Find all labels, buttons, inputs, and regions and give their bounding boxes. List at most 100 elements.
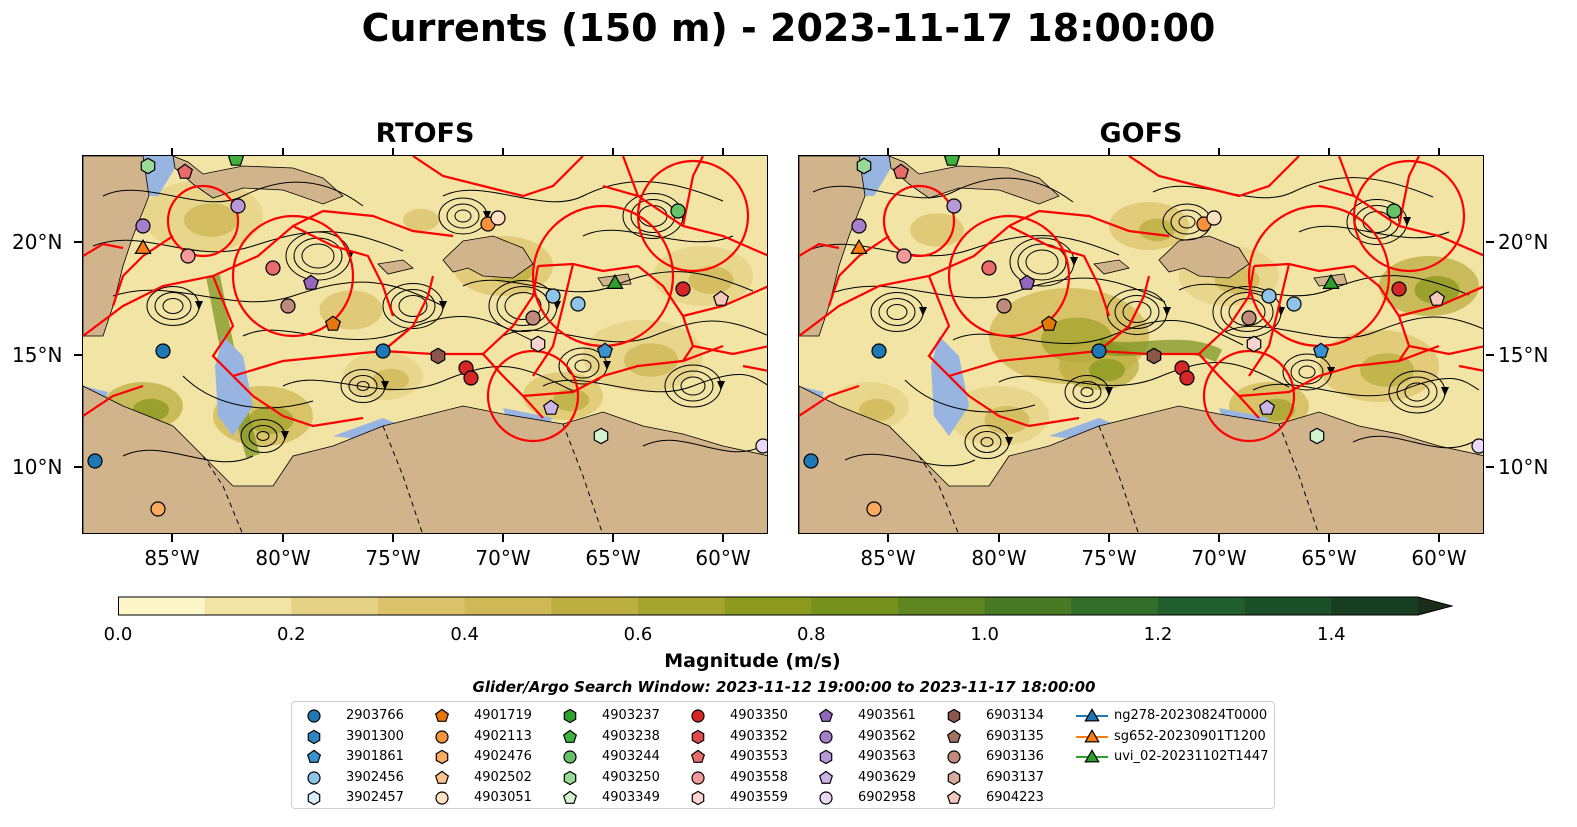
platform-marker <box>140 157 156 175</box>
colorbar-segment <box>638 597 726 615</box>
colorbar-segment <box>1158 597 1246 615</box>
shelf-region <box>931 336 969 436</box>
lat-tick-label: 10°N <box>1498 455 1549 479</box>
legend-marker <box>819 791 833 805</box>
platform-markers <box>803 156 1483 517</box>
platform-marker <box>851 218 867 234</box>
platform-marker <box>134 238 152 255</box>
legend-marker <box>819 749 833 765</box>
legend-label: 4901719 <box>474 708 532 723</box>
legend-marker <box>307 790 321 806</box>
legend-label: 6903136 <box>986 749 1044 764</box>
platform-marker <box>280 298 296 314</box>
colorbar-tick-label: 1.2 <box>1143 624 1173 645</box>
platform-marker <box>525 310 541 326</box>
legend-label: 3902457 <box>346 790 404 805</box>
legend-marker <box>1084 749 1100 763</box>
colorbar-segment <box>1071 597 1159 615</box>
legend-label: 4902476 <box>474 749 532 764</box>
colorbar-tick-label: 0.8 <box>797 624 826 645</box>
lon-tick <box>612 148 614 156</box>
legend-marker <box>691 770 705 785</box>
eez-boundaries <box>799 156 1483 443</box>
legend-marker <box>563 750 577 764</box>
colorbar-segment <box>551 597 639 615</box>
platform-marker <box>1309 427 1325 445</box>
legend-marker <box>435 729 449 744</box>
land-mass <box>1158 235 1250 279</box>
lat-tick-label: 10°N <box>12 455 63 479</box>
legend-marker <box>947 770 961 785</box>
country-borders <box>918 423 1319 533</box>
lon-tick-label: 60°W <box>1411 546 1467 570</box>
legend-label: 3901300 <box>346 728 404 744</box>
colorbar-segment <box>984 597 1072 615</box>
legend-label: 6903137 <box>986 769 1044 785</box>
colorbar-outline <box>118 596 1453 616</box>
platform-marker <box>302 274 320 290</box>
legend-marker <box>946 790 962 804</box>
shelf-region <box>215 336 253 436</box>
platform-marker <box>856 157 872 175</box>
colorbar-extend-arrow <box>1418 597 1452 615</box>
platform-marker <box>1091 343 1107 359</box>
platform-marker <box>230 198 246 214</box>
lon-tick <box>1108 534 1110 542</box>
platform-marker <box>1040 315 1058 331</box>
gofs-map-panel <box>798 155 1484 534</box>
legend-label: 4903238 <box>602 728 660 744</box>
lon-tick-label: 75°W <box>1081 546 1137 570</box>
lon-tick <box>1328 534 1330 542</box>
lat-tick-label: 20°N <box>12 230 63 254</box>
lon-tick <box>887 534 889 542</box>
lon-tick <box>392 148 394 156</box>
platform-marker <box>1428 290 1446 306</box>
legend-label: 4903553 <box>730 749 788 764</box>
lon-tick <box>1218 148 1220 156</box>
legend-label: 4902502 <box>474 769 532 785</box>
legend-label: 4902113 <box>474 728 532 744</box>
legend-marker <box>307 709 321 723</box>
platform-marker <box>1246 335 1262 353</box>
platform-marker <box>981 260 997 276</box>
legend-label: uvi_02-20231102T1447 <box>1114 749 1269 764</box>
legend-marker <box>947 708 961 724</box>
legend: 2903766 3901300 3901861 3902456 3902457 49017… <box>291 701 1275 809</box>
legend-marker <box>563 708 577 724</box>
platform-marker <box>176 163 194 179</box>
legend-label: 4903629 <box>858 769 916 785</box>
platform-marker <box>943 156 961 166</box>
figure-title: Currents (150 m) - 2023-11-17 18:00:00 <box>361 6 1216 50</box>
colorbar-segment <box>204 597 292 615</box>
legend-marker <box>1084 708 1100 722</box>
legend-label: 4903559 <box>730 790 788 805</box>
lon-tick <box>722 534 724 542</box>
legend-marker <box>690 749 706 763</box>
legend-label: 2903766 <box>346 708 404 723</box>
platform-marker <box>1146 347 1162 365</box>
platform-marker <box>1386 203 1402 219</box>
platform-marker <box>996 298 1012 314</box>
legend-label: 6902958 <box>858 790 916 805</box>
colorbar-segment <box>118 597 206 615</box>
colorbar <box>118 596 1453 616</box>
lat-tick <box>1486 354 1494 356</box>
panel-title-gofs: GOFS <box>1099 118 1183 149</box>
legend-label: 4903562 <box>858 728 916 744</box>
colorbar-segment <box>898 597 986 615</box>
legend-label: 6903135 <box>986 728 1044 744</box>
lon-tick <box>998 534 1000 542</box>
legend-label: 4903237 <box>602 708 660 723</box>
map-canvas <box>83 156 767 533</box>
legend-marker <box>434 770 450 784</box>
legend-marker <box>946 729 962 743</box>
panel-title-rtofs: RTOFS <box>375 118 475 149</box>
colorbar-segment <box>1331 597 1419 615</box>
legend-marker <box>307 770 321 785</box>
platform-marker <box>430 347 446 365</box>
lon-tick-label: 65°W <box>585 546 641 570</box>
legend-marker <box>691 729 705 744</box>
lon-tick-label: 60°W <box>695 546 751 570</box>
legend-label: 4903244 <box>602 749 660 764</box>
legend-label: sg652-20230901T1200 <box>1114 728 1266 744</box>
